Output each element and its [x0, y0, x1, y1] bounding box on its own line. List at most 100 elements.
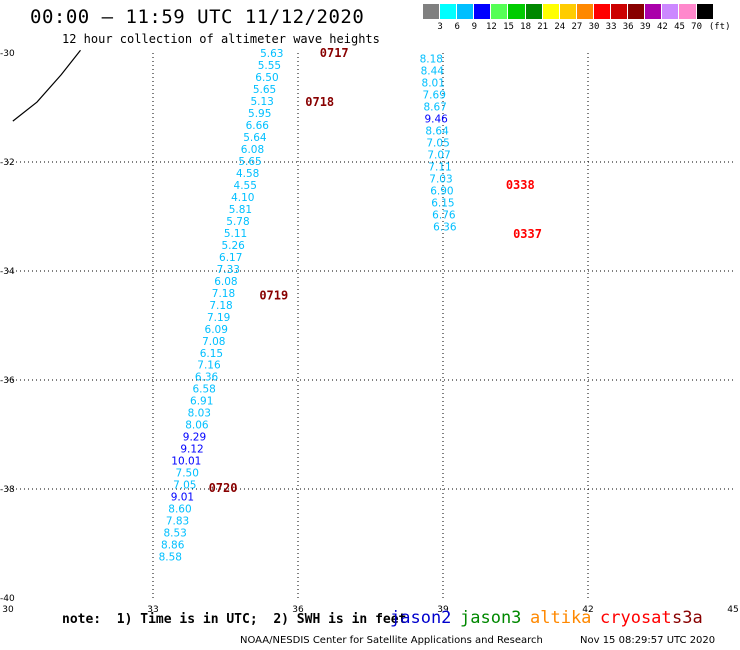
coastline [12, 49, 81, 122]
satellite-legend-jason2: jason2 [390, 608, 452, 628]
y-tick-label: -40 [0, 594, 15, 604]
wave-height-value: 7.05 [173, 480, 196, 492]
legend-label: 18 [520, 22, 532, 32]
satellite-legend-s3a: s3a [672, 608, 703, 628]
legend-swatch [508, 4, 526, 19]
wave-height-value: 7.83 [166, 516, 189, 528]
wave-height-value: 6.36 [433, 221, 457, 233]
legend-swatch [679, 4, 697, 19]
wave-height-value: 5.26 [221, 240, 245, 252]
pass-time-label: 0337 [513, 227, 542, 241]
x-tick-label: 45 [727, 605, 738, 615]
x-tick-label: 42 [582, 605, 593, 615]
wave-height-value: 5.95 [248, 108, 271, 120]
pass-time-label: 0338 [506, 178, 535, 192]
wave-height-value: 8.44 [421, 65, 445, 77]
legend-label: 6 [454, 22, 460, 32]
wave-height-value: 8.01 [422, 77, 445, 89]
legend-label: 70 [691, 22, 703, 32]
wave-height-value: 6.08 [241, 144, 264, 156]
legend-label: 30 [588, 22, 600, 32]
legend-swatch [576, 4, 594, 19]
color-scale-legend [423, 4, 714, 19]
satellite-legend-altika: altika [530, 608, 592, 628]
wave-height-value: 6.15 [200, 348, 223, 360]
y-tick-label: -32 [0, 158, 15, 168]
wave-height-value: 6.58 [192, 384, 215, 396]
wave-height-value: 6.76 [432, 209, 456, 221]
wave-height-value: 8.03 [188, 408, 211, 420]
legend-label: 45 [674, 22, 685, 32]
wave-height-value: 7.69 [423, 89, 446, 101]
wave-height-value: 9.29 [183, 432, 206, 444]
x-tick-label: 30 [2, 605, 14, 615]
legend-label: 12 [485, 22, 497, 32]
x-tick-label: 39 [437, 605, 449, 615]
legend-swatch [423, 4, 441, 19]
wave-height-value: 7.03 [429, 173, 452, 185]
wave-height-value: 7.08 [202, 336, 225, 348]
wave-height-value: 4.55 [234, 180, 257, 192]
wave-height-value: 7.33 [217, 264, 240, 276]
wave-height-value: 7.05 [426, 137, 449, 149]
wave-height-value: 5.64 [243, 132, 267, 144]
wave-height-value: 7.18 [212, 288, 235, 300]
wave-height-value: 7.16 [197, 360, 221, 372]
wave-height-value: 8.18 [420, 53, 443, 65]
legend-swatch [593, 4, 612, 19]
wave-height-value: 5.11 [224, 228, 247, 240]
wave-height-value: 6.15 [431, 197, 454, 209]
wave-height-value: 6.08 [214, 276, 237, 288]
wave-height-value: 8.60 [168, 504, 191, 516]
satellite-legend-cryosat: cryosat [600, 608, 672, 628]
legend-label: 21 [537, 22, 549, 32]
legend-swatch [440, 4, 458, 19]
wave-height-value: 5.55 [258, 60, 281, 72]
wave-height-value: 7.19 [207, 312, 230, 324]
legend-swatch [662, 4, 680, 19]
pass-time-label: 0720 [209, 481, 238, 495]
wave-height-value: 8.58 [159, 552, 182, 564]
wave-height-value: 7.18 [209, 300, 232, 312]
wave-height-value: 6.66 [246, 120, 270, 132]
generation-timestamp: Nov 15 08:29:57 UTC 2020 [580, 635, 716, 646]
x-tick-label: 33 [147, 605, 158, 615]
wave-height-value: 6.90 [430, 185, 453, 197]
pass-time-label: 0718 [305, 95, 334, 109]
legend-label: 9 [471, 22, 478, 32]
legend-swatch [491, 4, 509, 19]
map-title: 00:00 – 11:59 UTC 11/12/2020 [30, 6, 365, 28]
legend-unit: (ft) [708, 22, 731, 32]
legend-swatch [628, 4, 646, 19]
wave-height-value: 4.10 [231, 192, 254, 204]
wave-height-value: 5.63 [260, 48, 283, 60]
legend-label: 42 [656, 22, 668, 32]
footer-note: note: 1) Time is in UTC; 2) SWH is in fe… [62, 612, 407, 627]
legend-swatch [474, 4, 492, 19]
wave-height-value: 7.07 [427, 149, 450, 161]
color-scale-labels: 3 6 9 12 15 18 21 24 27 30 33 36 39 42 45 70 (ft) [423, 22, 740, 34]
wave-height-value: 9.01 [171, 492, 194, 504]
wave-height-value: 7.11 [428, 161, 451, 173]
wave-height-value: 6.36 [195, 372, 219, 384]
pass-time-label: 0719 [259, 289, 288, 303]
wave-height-value: 8.67 [423, 101, 446, 113]
wave-height-value: 9.46 [424, 113, 448, 125]
wave-height-value: 9.12 [180, 444, 203, 456]
y-tick-label: -30 [0, 49, 15, 59]
legend-label: 36 [622, 22, 634, 32]
x-tick-label: 36 [292, 605, 304, 615]
legend-swatch [542, 4, 560, 19]
legend-label: 27 [571, 22, 583, 32]
wave-height-value: 5.65 [238, 156, 261, 168]
wave-height-value: 7.50 [176, 468, 199, 480]
wave-height-value: 5.65 [253, 84, 276, 96]
map-subtitle: 12 hour collection of altimeter wave hei… [62, 32, 380, 46]
wave-height-value: 6.09 [205, 324, 228, 336]
wave-height-value: 5.13 [250, 96, 273, 108]
legend-label: 3 [437, 22, 443, 32]
y-tick-label: -34 [0, 267, 15, 277]
credit-text: NOAA/NESDIS Center for Satellite Applica… [240, 635, 543, 646]
wave-height-value: 5.81 [229, 204, 252, 216]
